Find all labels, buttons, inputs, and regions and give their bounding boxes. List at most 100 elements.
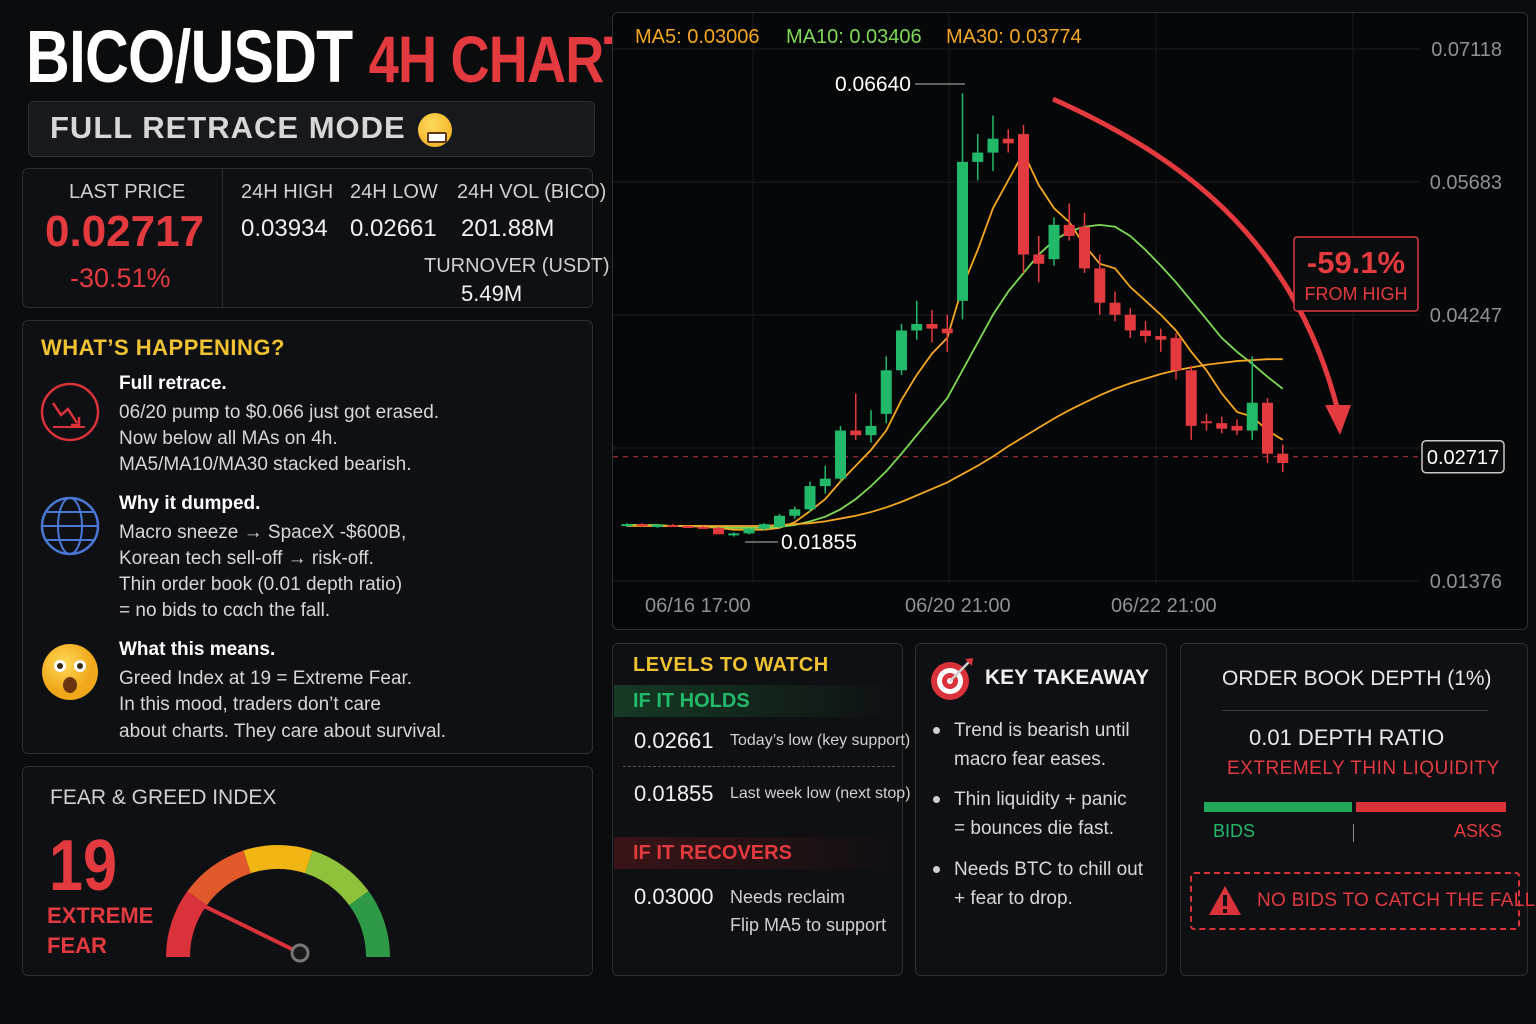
drop-box (1293, 236, 1419, 312)
bullet2-line1: Thin liquidity + panic (954, 789, 1127, 810)
bullet-dot (933, 796, 940, 803)
fear-greed-value: 19 (49, 826, 118, 906)
candle-body (697, 526, 709, 529)
ma-legend-item: MA10: 0.03406 (786, 26, 922, 48)
page-title: BICO/USDT 4H CHART (26, 14, 637, 99)
stats-panel: LAST PRICE 0.02717 -30.51% 24H HIGH 0.03… (22, 168, 610, 308)
candle-body (1216, 423, 1228, 429)
candle-body (652, 525, 663, 528)
x-tick-label: 06/22 21:00 (1111, 595, 1217, 617)
vol-label: 24H VOL (BICO) (457, 181, 607, 203)
drop-label: FROM HIGH (1305, 284, 1408, 304)
item1-head: Full retrace. (119, 373, 227, 394)
item2-head: Why it dumped. (119, 493, 261, 514)
item3-line2: In this mood, traders don’t care (119, 694, 381, 715)
levels-divider (623, 766, 895, 767)
liquidity-label: EXTREMELY THIN LIQUIDITY (1227, 758, 1500, 779)
timeframe-label: 4H CHART (368, 22, 637, 96)
target-icon (931, 658, 973, 700)
fear-label-line2: FEAR (47, 933, 107, 958)
drop-pct: -59.1% (1307, 245, 1405, 280)
high-label: 24H HIGH (241, 181, 334, 203)
candle-body (1170, 337, 1182, 371)
candle-body (1063, 224, 1075, 236)
warning-text: NO BIDS TO CATCH THE FALL (1257, 890, 1536, 911)
x-tick-label: 06/20 21:00 (905, 595, 1011, 617)
candle-body (804, 486, 816, 510)
fear-label-line1: EXTREME (47, 903, 154, 928)
orderbook-rule (1222, 710, 1488, 711)
recover-note1: Needs reclaim (730, 887, 846, 907)
turnover-label: TURNOVER (USDT) (424, 255, 610, 277)
whats-happening-panel: WHAT’S HAPPENING? Full retrace. 06/20 pu… (22, 320, 593, 754)
bids-bar (1204, 802, 1352, 812)
current-price-label: 0.02717 (1427, 447, 1499, 469)
bullet1-line1: Trend is bearish until (954, 720, 1130, 741)
ma-line-ma30 (627, 358, 1283, 527)
item1-line3: MA5/MA10/MA30 stacked bearish. (119, 454, 412, 475)
last-price-label: LAST PRICE (69, 181, 186, 203)
candle-body (636, 524, 648, 527)
fear-greed-title: FEAR & GREED INDEX (50, 786, 277, 809)
item3-head: What this means. (119, 639, 276, 660)
candle-body (1094, 268, 1106, 303)
item1-line1: 06/20 pump to $0.066 just got erased. (119, 402, 440, 423)
candle-body (682, 525, 694, 528)
candle-body (850, 430, 862, 436)
levels-panel: LEVELS TO WATCH IF IT HOLDS 0.02661 Toda… (612, 643, 911, 976)
candlestick-chart: 0.071180.056830.042470.028110.0137606/16… (613, 13, 1505, 617)
drop-arrowhead (1325, 405, 1351, 435)
mode-label: FULL RETRACE MODE (50, 110, 406, 145)
candle-body (941, 328, 953, 334)
bids-label: BIDS (1213, 821, 1256, 841)
takeaway-panel: KEY TAKEAWAY Trend is bearish until macr… (915, 643, 1167, 976)
item2-line3: Thin order book (0.01 depth ratio) (119, 574, 403, 595)
candle-body (1018, 134, 1029, 255)
candle-body (743, 528, 755, 534)
candle-body (713, 527, 724, 535)
candle-body (1231, 425, 1243, 431)
fear-greed-panel: FEAR & GREED INDEX 19 EXTREME FEAR (22, 766, 593, 976)
y-tick-label: 0.05683 (1430, 172, 1502, 194)
globe-icon (40, 496, 100, 556)
y-tick-label: 0.04247 (1430, 305, 1502, 327)
chart-down-icon (40, 382, 100, 442)
candle-body (1002, 138, 1014, 144)
bullet3-line2: + fear to drop. (954, 888, 1073, 909)
candle-body (1048, 224, 1060, 260)
candle-body (1246, 402, 1258, 431)
shocked-face-icon (42, 644, 98, 700)
candle-body (987, 138, 999, 153)
vol-value: 201.88M (461, 215, 555, 242)
low-label: 24H LOW (350, 181, 438, 203)
orderbook-panel: ORDER BOOK DEPTH (1%) 0.01 DEPTH RATIO E… (1180, 643, 1535, 976)
low-value: 0.02661 (350, 215, 437, 242)
high-value: 0.03934 (241, 215, 328, 242)
item2-line1: Macro sneeze → SpaceX -$600B, (119, 522, 407, 543)
hold2-note: Last week low (next stop) (730, 785, 911, 802)
candle-body (758, 524, 770, 529)
x-tick-label: 06/16 17:00 (645, 595, 751, 617)
candle-body (896, 330, 907, 371)
candle-body (1079, 226, 1090, 269)
fear-greed-gauge (166, 845, 390, 963)
gauge-segment (166, 891, 208, 958)
candle-body (667, 525, 679, 528)
depth-ratio: 0.01 DEPTH RATIO (1249, 725, 1445, 750)
drop-arrow (1051, 96, 1341, 412)
price-change: -30.51% (70, 263, 171, 293)
bullet-dot (933, 727, 940, 734)
y-tick-label: 0.01376 (1430, 571, 1502, 593)
item1-line2: Now below all MAs on 4h. (119, 428, 338, 449)
candle-body (621, 524, 633, 527)
mode-text: FULL RETRACE MODE (50, 110, 452, 147)
asks-label: ASKS (1454, 821, 1503, 841)
candle-body (1109, 302, 1121, 315)
candle-body (1201, 421, 1212, 424)
holds-band (614, 685, 901, 717)
ma-legend-item: MA5: 0.03006 (635, 26, 760, 48)
candle-body (1155, 336, 1167, 340)
item3-line1: Greed Index at 19 = Extreme Fear. (119, 668, 413, 689)
recover-price: 0.03000 (634, 884, 714, 909)
candle-body (1124, 314, 1136, 331)
